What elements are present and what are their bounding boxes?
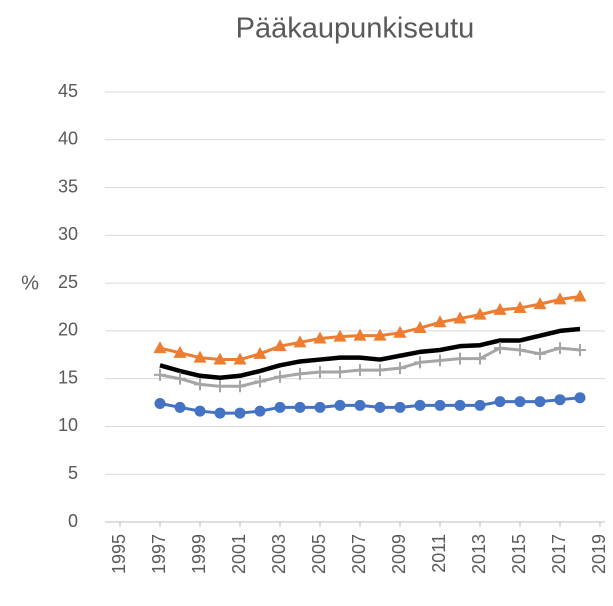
marker [513, 300, 527, 313]
marker [314, 365, 326, 378]
marker [174, 401, 186, 413]
marker [354, 399, 366, 411]
series-line [159, 346, 581, 388]
x-tick-label: 2005 [309, 534, 329, 574]
marker [333, 329, 347, 342]
x-tick-label: 2003 [269, 534, 289, 574]
y-tick-label: 40 [58, 129, 78, 149]
marker [173, 345, 187, 358]
marker [394, 362, 406, 375]
y-tick-label: 0 [68, 511, 78, 531]
marker [493, 302, 507, 315]
marker [294, 367, 306, 380]
marker [434, 354, 446, 367]
marker [254, 375, 266, 388]
marker [234, 380, 246, 393]
marker [494, 342, 506, 355]
marker [554, 342, 566, 355]
marker [394, 401, 406, 413]
marker [453, 311, 467, 324]
marker [194, 405, 206, 417]
series-line [159, 396, 581, 415]
marker [213, 352, 227, 365]
marker [573, 289, 587, 302]
marker [454, 352, 466, 365]
x-tick-label: 2013 [469, 534, 489, 574]
marker [414, 399, 426, 411]
marker [473, 307, 487, 320]
marker [374, 401, 386, 413]
x-tick-label: 2007 [349, 534, 369, 574]
marker [434, 399, 446, 411]
marker [534, 396, 546, 408]
marker [373, 328, 387, 341]
x-tick-label: 1995 [109, 534, 129, 574]
x-tick-label: 2017 [549, 534, 569, 574]
x-tick-label: 2011 [429, 534, 449, 573]
marker [313, 331, 327, 344]
x-tick-label: 2015 [509, 534, 529, 574]
marker [413, 321, 427, 334]
marker [193, 350, 207, 363]
marker [554, 394, 566, 406]
marker [474, 352, 486, 365]
marker [414, 356, 426, 369]
marker [273, 339, 287, 352]
marker [353, 328, 367, 341]
marker [514, 396, 526, 408]
marker [154, 368, 166, 381]
marker [534, 347, 546, 360]
marker [233, 352, 247, 365]
marker [454, 399, 466, 411]
y-tick-label: 15 [58, 367, 78, 387]
x-tick-label: 2001 [229, 534, 249, 574]
series-line [159, 295, 581, 362]
y-tick-label: 25 [58, 272, 78, 292]
marker [474, 399, 486, 411]
marker [533, 297, 547, 310]
marker [274, 370, 286, 383]
chart-title: Pääkaupunkiseutu [236, 13, 475, 45]
y-tick-label: 20 [58, 320, 78, 340]
marker [334, 365, 346, 378]
y-axis-label: % [21, 272, 39, 294]
marker [314, 401, 326, 413]
x-tick-label: 1997 [149, 534, 169, 574]
marker [574, 344, 586, 356]
marker [354, 364, 366, 377]
marker [293, 335, 307, 348]
marker [153, 341, 167, 354]
marker [433, 315, 447, 328]
x-tick-label: 1999 [189, 534, 209, 574]
marker [254, 405, 266, 417]
marker [393, 325, 407, 338]
marker [194, 378, 206, 391]
marker [494, 396, 506, 408]
marker [514, 344, 526, 356]
marker [154, 398, 166, 410]
marker [574, 392, 586, 404]
marker [214, 380, 226, 393]
y-tick-label: 45 [58, 81, 78, 101]
marker [234, 407, 246, 419]
marker [334, 399, 346, 411]
y-tick-label: 35 [58, 176, 78, 196]
y-tick-label: 10 [58, 415, 78, 435]
y-tick-label: 5 [68, 463, 78, 483]
marker [174, 372, 186, 385]
marker [214, 407, 226, 419]
x-tick-label: 2009 [389, 534, 409, 574]
y-tick-label: 30 [58, 224, 78, 244]
series-line [159, 326, 581, 380]
marker [294, 401, 306, 413]
marker [253, 346, 267, 359]
marker [374, 364, 386, 377]
x-tick-label: 2019 [589, 534, 609, 574]
marker [553, 292, 567, 305]
marker [274, 401, 286, 413]
